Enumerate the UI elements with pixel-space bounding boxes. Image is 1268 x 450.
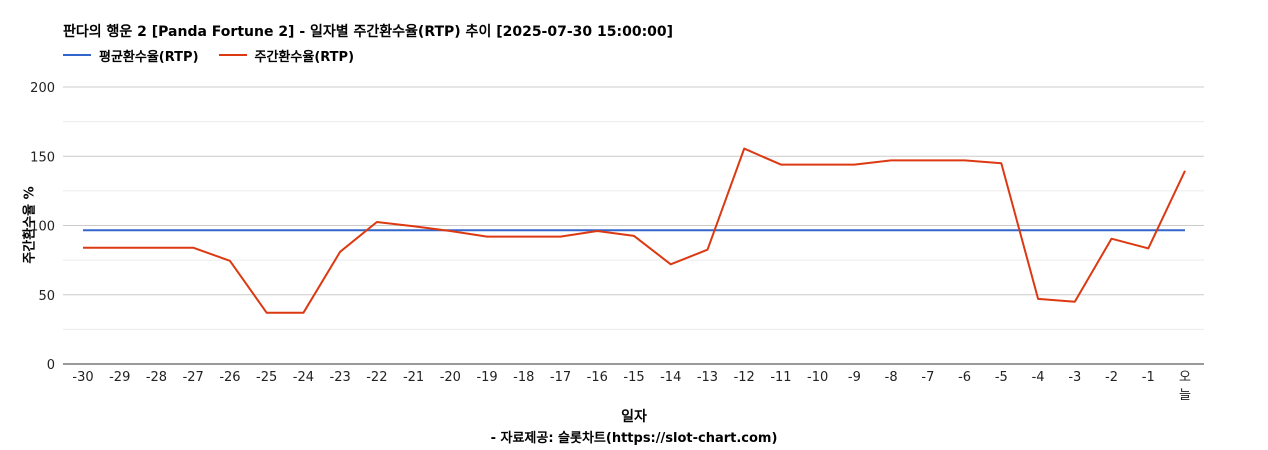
x-tick-label: -4 [1032,370,1045,385]
y-tick-label: 200 [30,81,55,96]
legend-label-average: 평균환수율(RTP) [99,49,199,65]
x-tick-label: -27 [183,370,204,385]
y-tick-label: 100 [30,220,55,235]
y-tick-label: 150 [30,150,55,165]
x-tick-label: -7 [921,370,934,385]
x-tick-label: -15 [623,370,644,385]
x-tick-label: -23 [330,370,351,385]
series-layer [83,147,1186,314]
x-tick-label: -22 [366,370,387,385]
source-note: - 자료제공: 슬롯차트(https://slot-chart.com) [490,431,778,446]
legend-swatch-weekly [218,54,247,56]
x-tick-label: -18 [513,370,534,385]
x-tick-label: -20 [440,370,461,385]
legend-item-weekly[interactable]: 주간환수율(RTP) [218,46,355,65]
x-tick-label: -28 [146,370,167,385]
x-tick-label: -12 [734,370,755,385]
x-tick-label: -21 [403,370,424,385]
x-tick-label: -17 [550,370,571,385]
x-tick-label: -19 [476,370,497,385]
x-tick-label: -26 [219,370,240,385]
x-tick-label: 늘 [1179,388,1191,403]
x-tick-label: -11 [770,370,791,385]
x-axis-title: 일자 [621,409,647,425]
legend-swatch-average [63,54,91,56]
x-tick-label: -2 [1105,370,1118,385]
x-tick-label: -25 [256,370,277,385]
chart-title: 판다의 행운 2 [Panda Fortune 2] - 일자별 주간환수율(R… [63,24,674,40]
x-tick-label: -3 [1068,370,1081,385]
label-layer: 0 50 100 150 200 -30 -29 -28 -27 -26 -25 -24 -23 -22 -… [30,81,1191,403]
x-tick-label: -1 [1142,370,1155,385]
legend-item-average[interactable]: 평균환수율(RTP) [63,46,199,65]
y-tick-label: 0 [47,358,55,373]
x-tick-label: -5 [995,370,1008,385]
x-tick-label: -10 [807,370,828,385]
x-tick-label: -13 [697,370,718,385]
y-tick-label: 50 [38,289,55,304]
x-tick-label: -6 [958,370,971,385]
x-tick-label: -14 [660,370,681,385]
grid-layer [63,86,1204,330]
x-tick-label: -29 [109,370,130,385]
series-line-weekly-rtp[interactable] [83,147,1186,314]
x-tick-label: -8 [885,370,898,385]
y-axis-title: 주간환수율 % [22,186,38,264]
x-tick-label: -16 [587,370,608,385]
legend: 평균환수율(RTP) 주간환수율(RTP) [63,46,374,65]
x-tick-label: 오 [1179,370,1191,385]
legend-label-weekly: 주간환수율(RTP) [254,49,355,65]
x-tick-label: -24 [293,370,314,385]
x-tick-label: -9 [848,370,861,385]
x-tick-label: -30 [72,370,93,385]
